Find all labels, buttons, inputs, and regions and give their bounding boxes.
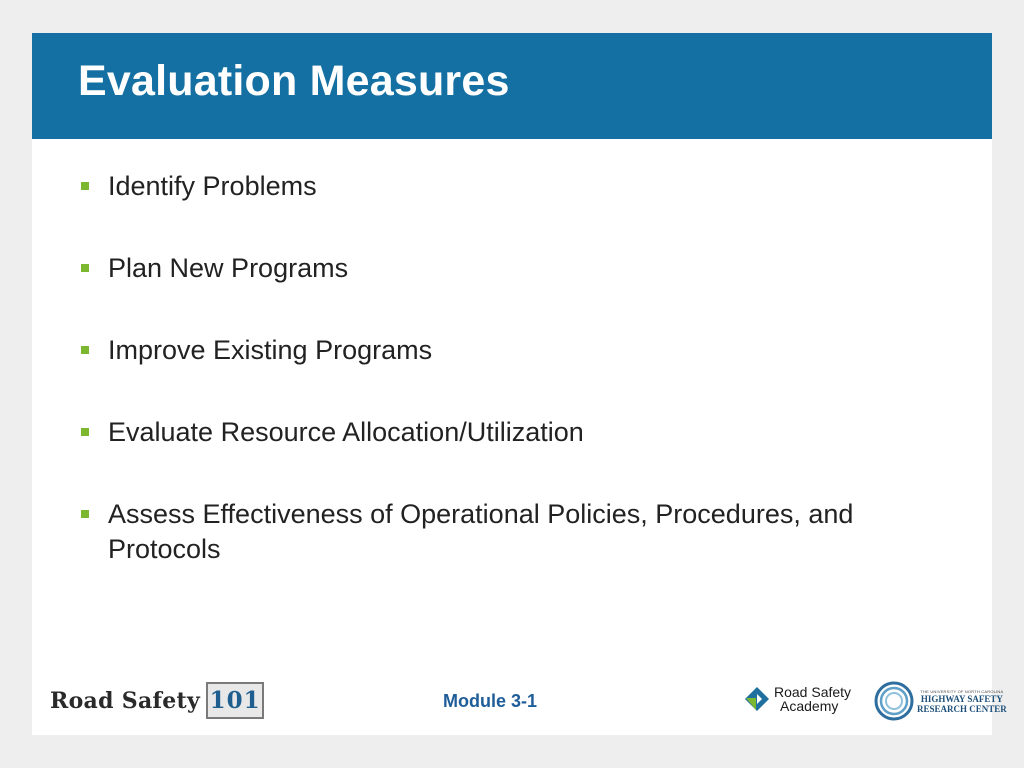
hsrc-university-text: THE UNIVERSITY OF NORTH CAROLINA: [920, 688, 1004, 694]
slide: Evaluation Measures Identify Problems Pl…: [32, 33, 1007, 735]
hsrc-line-1: HIGHWAY SAFETY: [920, 693, 1003, 704]
road-safety-logo-text: Road Safety: [50, 687, 201, 714]
hsrc-line-2: RESEARCH CENTER: [917, 703, 1007, 714]
title-bar: Evaluation Measures: [32, 33, 992, 139]
slide-title: Evaluation Measures: [78, 57, 510, 105]
logo-101-badge: 101: [206, 682, 265, 719]
square-bullet-icon: [81, 264, 89, 272]
square-bullet-icon: [81, 510, 89, 518]
road-safety-academy-logo: Road Safety Academy: [742, 684, 851, 714]
bullet-text: Improve Existing Programs: [108, 335, 433, 365]
square-bullet-icon: [81, 428, 89, 436]
bullet-text: Assess Effectiveness of Operational Poli…: [108, 499, 854, 564]
road-safety-101-logo: Road Safety 101: [50, 682, 265, 719]
hsrc-logo: THE UNIVERSITY OF NORTH CAROLINA HIGHWAY…: [874, 681, 1007, 721]
hsrc-swirl-icon: [874, 681, 914, 721]
square-bullet-icon: [81, 346, 89, 354]
bullet-text: Evaluate Resource Allocation/Utilization: [108, 417, 584, 447]
road-safety-academy-icon: [745, 687, 769, 711]
square-bullet-icon: [81, 182, 89, 190]
list-item: Assess Effectiveness of Operational Poli…: [78, 497, 968, 567]
list-item: Plan New Programs: [78, 251, 968, 286]
list-item: Evaluate Resource Allocation/Utilization: [78, 415, 968, 450]
module-label: Module 3-1: [443, 691, 538, 711]
bullet-text: Plan New Programs: [108, 253, 349, 283]
list-item: Identify Problems: [78, 169, 968, 204]
bullet-text: Identify Problems: [108, 171, 317, 201]
academy-line-1: Road Safety: [774, 684, 852, 700]
bullet-list: Identify Problems Plan New Programs Impr…: [78, 169, 968, 614]
list-item: Improve Existing Programs: [78, 333, 968, 368]
academy-line-2: Academy: [780, 698, 839, 714]
